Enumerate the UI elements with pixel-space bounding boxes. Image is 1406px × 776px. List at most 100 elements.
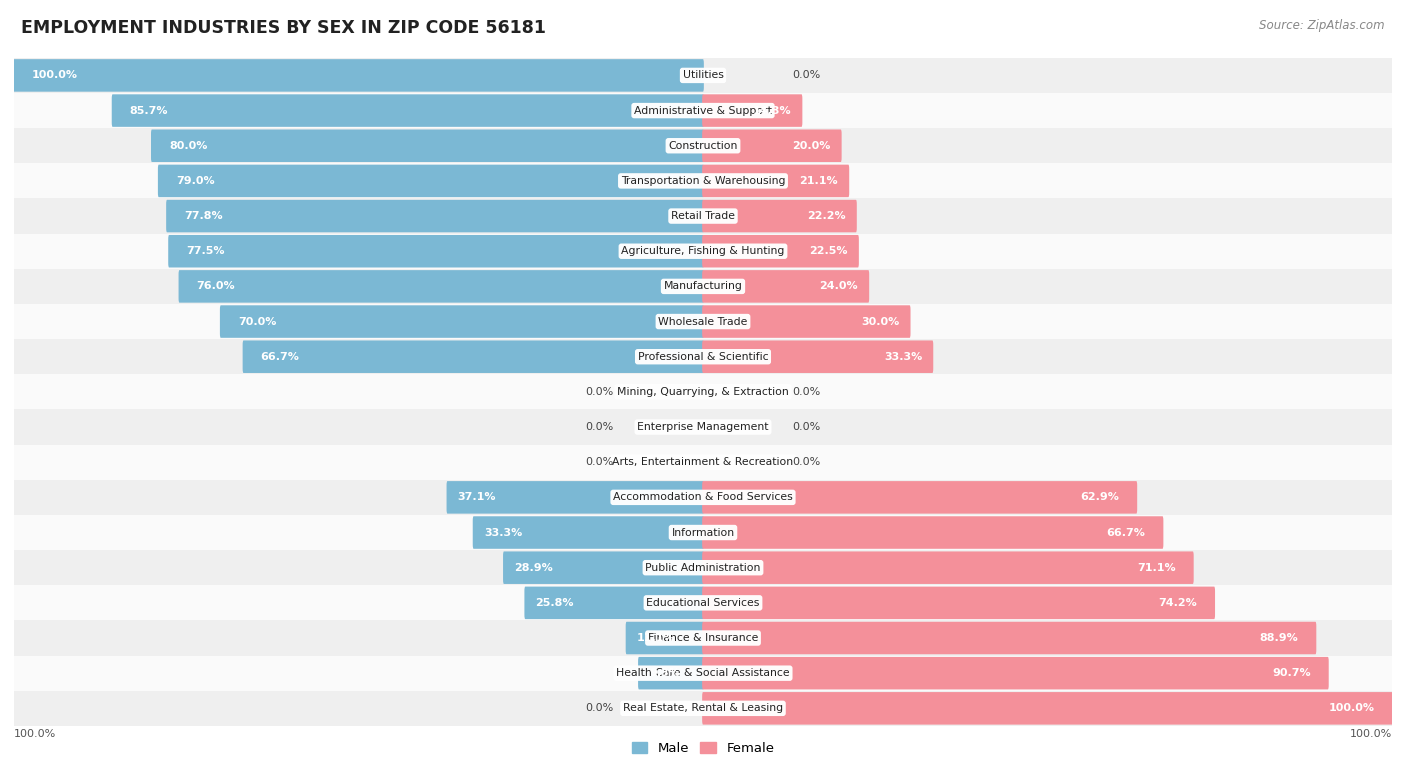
Text: 62.9%: 62.9% <box>1080 492 1119 502</box>
Text: 66.7%: 66.7% <box>1107 528 1146 538</box>
FancyBboxPatch shape <box>219 305 704 338</box>
Bar <box>14 410 1392 445</box>
Bar <box>14 163 1392 199</box>
Text: 24.0%: 24.0% <box>820 282 858 292</box>
FancyBboxPatch shape <box>13 59 704 92</box>
Text: Transportation & Warehousing: Transportation & Warehousing <box>621 176 785 186</box>
Text: Public Administration: Public Administration <box>645 563 761 573</box>
Text: 33.3%: 33.3% <box>484 528 522 538</box>
Text: EMPLOYMENT INDUSTRIES BY SEX IN ZIP CODE 56181: EMPLOYMENT INDUSTRIES BY SEX IN ZIP CODE… <box>21 19 546 37</box>
Text: 88.9%: 88.9% <box>1260 633 1298 643</box>
Text: 28.9%: 28.9% <box>515 563 553 573</box>
Text: 11.1%: 11.1% <box>637 633 675 643</box>
Text: Accommodation & Food Services: Accommodation & Food Services <box>613 492 793 502</box>
Text: 100.0%: 100.0% <box>1350 729 1392 740</box>
Text: 9.3%: 9.3% <box>650 668 681 678</box>
Bar <box>14 374 1392 410</box>
Bar <box>14 550 1392 585</box>
FancyBboxPatch shape <box>702 552 1194 584</box>
Text: 74.2%: 74.2% <box>1159 598 1197 608</box>
Text: 90.7%: 90.7% <box>1272 668 1310 678</box>
Text: 33.3%: 33.3% <box>884 352 922 362</box>
Bar <box>14 58 1392 93</box>
Text: Mining, Quarrying, & Extraction: Mining, Quarrying, & Extraction <box>617 387 789 397</box>
Bar <box>14 128 1392 163</box>
Text: 30.0%: 30.0% <box>860 317 900 327</box>
FancyBboxPatch shape <box>702 692 1393 725</box>
Bar <box>14 445 1392 480</box>
Text: 0.0%: 0.0% <box>793 422 821 432</box>
Text: Educational Services: Educational Services <box>647 598 759 608</box>
Text: 77.8%: 77.8% <box>184 211 224 221</box>
Text: Information: Information <box>672 528 734 538</box>
Bar <box>14 656 1392 691</box>
Text: 0.0%: 0.0% <box>793 457 821 467</box>
Text: Agriculture, Fishing & Hunting: Agriculture, Fishing & Hunting <box>621 246 785 256</box>
FancyBboxPatch shape <box>702 199 856 232</box>
Bar <box>14 339 1392 374</box>
Text: Enterprise Management: Enterprise Management <box>637 422 769 432</box>
FancyBboxPatch shape <box>702 305 911 338</box>
Text: 20.0%: 20.0% <box>792 140 831 151</box>
Text: 100.0%: 100.0% <box>31 71 77 81</box>
Text: Health Care & Social Assistance: Health Care & Social Assistance <box>616 668 790 678</box>
FancyBboxPatch shape <box>702 657 1329 689</box>
Text: 79.0%: 79.0% <box>176 176 215 186</box>
FancyBboxPatch shape <box>702 165 849 197</box>
FancyBboxPatch shape <box>702 622 1316 654</box>
FancyBboxPatch shape <box>626 622 704 654</box>
Text: 0.0%: 0.0% <box>585 387 613 397</box>
FancyBboxPatch shape <box>166 199 704 232</box>
Bar <box>14 93 1392 128</box>
FancyBboxPatch shape <box>702 130 842 162</box>
Bar <box>14 480 1392 515</box>
FancyBboxPatch shape <box>702 235 859 268</box>
Text: Utilities: Utilities <box>682 71 724 81</box>
FancyBboxPatch shape <box>447 481 704 514</box>
FancyBboxPatch shape <box>702 481 1137 514</box>
Text: 22.5%: 22.5% <box>810 246 848 256</box>
Text: 0.0%: 0.0% <box>585 703 613 713</box>
FancyBboxPatch shape <box>702 587 1215 619</box>
FancyBboxPatch shape <box>638 657 704 689</box>
Bar <box>14 304 1392 339</box>
Text: Professional & Scientific: Professional & Scientific <box>638 352 768 362</box>
Text: 76.0%: 76.0% <box>197 282 235 292</box>
Text: Administrative & Support: Administrative & Support <box>634 106 772 116</box>
Text: 0.0%: 0.0% <box>585 457 613 467</box>
Text: 0.0%: 0.0% <box>585 422 613 432</box>
Text: 37.1%: 37.1% <box>458 492 496 502</box>
FancyBboxPatch shape <box>702 516 1163 549</box>
Text: 0.0%: 0.0% <box>793 71 821 81</box>
Text: 71.1%: 71.1% <box>1137 563 1175 573</box>
FancyBboxPatch shape <box>503 552 704 584</box>
Bar <box>14 268 1392 304</box>
Text: Finance & Insurance: Finance & Insurance <box>648 633 758 643</box>
Bar <box>14 515 1392 550</box>
FancyBboxPatch shape <box>524 587 704 619</box>
FancyBboxPatch shape <box>157 165 704 197</box>
Text: Wholesale Trade: Wholesale Trade <box>658 317 748 327</box>
FancyBboxPatch shape <box>150 130 704 162</box>
Text: Construction: Construction <box>668 140 738 151</box>
FancyBboxPatch shape <box>702 270 869 303</box>
Bar <box>14 199 1392 234</box>
FancyBboxPatch shape <box>169 235 704 268</box>
Text: 80.0%: 80.0% <box>169 140 208 151</box>
Text: 14.3%: 14.3% <box>752 106 792 116</box>
FancyBboxPatch shape <box>179 270 704 303</box>
Legend: Male, Female: Male, Female <box>626 736 780 760</box>
FancyBboxPatch shape <box>472 516 704 549</box>
Text: 0.0%: 0.0% <box>793 387 821 397</box>
Text: 100.0%: 100.0% <box>1329 703 1375 713</box>
Text: Manufacturing: Manufacturing <box>664 282 742 292</box>
Text: 85.7%: 85.7% <box>129 106 169 116</box>
Text: 22.2%: 22.2% <box>807 211 845 221</box>
Text: 77.5%: 77.5% <box>186 246 225 256</box>
Text: Real Estate, Rental & Leasing: Real Estate, Rental & Leasing <box>623 703 783 713</box>
FancyBboxPatch shape <box>702 341 934 373</box>
Text: 100.0%: 100.0% <box>14 729 56 740</box>
FancyBboxPatch shape <box>111 95 704 126</box>
FancyBboxPatch shape <box>243 341 704 373</box>
Bar <box>14 621 1392 656</box>
